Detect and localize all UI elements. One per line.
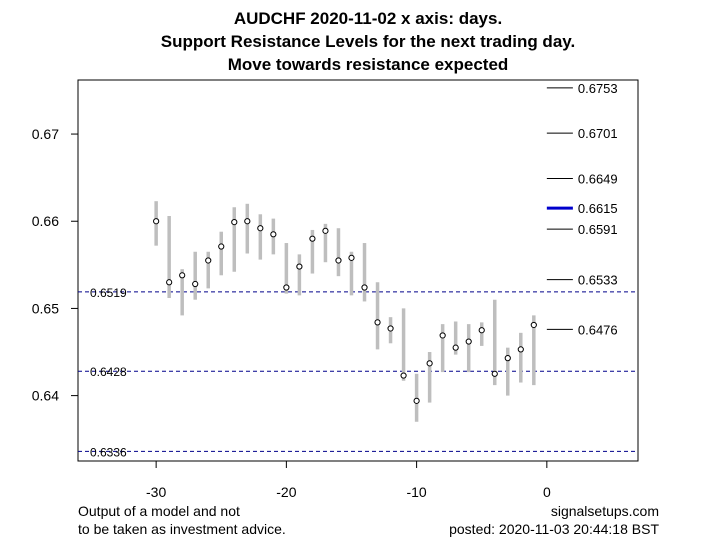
close-point xyxy=(439,332,446,339)
close-point xyxy=(452,344,459,351)
close-point xyxy=(322,227,329,234)
level-label: 0.6533 xyxy=(578,273,618,288)
close-point xyxy=(218,243,225,250)
close-point xyxy=(348,254,355,261)
title-line-2: Support Resistance Levels for the next t… xyxy=(161,32,575,51)
close-point xyxy=(504,355,511,362)
close-point xyxy=(426,360,433,367)
close-point xyxy=(309,235,316,242)
level-label: 0.6753 xyxy=(578,81,618,96)
level-label: 0.6649 xyxy=(578,172,618,187)
level-label: 0.6476 xyxy=(578,322,618,337)
close-point xyxy=(413,397,420,404)
x-tick-label: -10 xyxy=(406,484,426,500)
support-line-label: 0.6336 xyxy=(90,445,127,459)
y-tick-label: 0.65 xyxy=(32,300,59,316)
close-point xyxy=(465,338,472,345)
close-point xyxy=(491,370,498,377)
close-point xyxy=(179,272,186,279)
close-point xyxy=(400,372,407,379)
axes: -30 -20 -10 0 0.64 0.65 0.66 0.67 xyxy=(32,126,551,500)
resistance-levels: 0.6753 0.6701 0.6649 0.6615 0.6591 0.6533 0.64… xyxy=(546,81,618,337)
close-point xyxy=(335,257,342,264)
close-point xyxy=(205,257,212,264)
support-lines: 0.6519 0.6428 0.6336 xyxy=(78,286,638,459)
close-point xyxy=(244,218,251,225)
close-point xyxy=(478,327,485,334)
close-point xyxy=(361,284,368,291)
x-tick-label: -30 xyxy=(146,484,166,500)
close-point xyxy=(257,225,264,232)
source-info: signalsetups.com posted: 2020-11-03 20:4… xyxy=(449,502,659,538)
close-point xyxy=(517,346,524,353)
level-label: 0.6615 xyxy=(578,201,618,216)
support-line-label: 0.6519 xyxy=(90,286,127,300)
close-point xyxy=(231,219,238,226)
range-bars xyxy=(153,201,537,422)
close-point xyxy=(296,263,303,270)
close-point xyxy=(530,321,537,329)
posted-timestamp: posted: 2020-11-03 20:44:18 BST xyxy=(449,521,659,537)
chart-title: AUDCHF 2020-11-02 x axis: days. Support … xyxy=(161,9,575,74)
level-label: 0.6591 xyxy=(578,222,618,237)
plot-frame xyxy=(77,79,639,462)
close-point xyxy=(283,284,290,291)
source-site: signalsetups.com xyxy=(550,503,659,519)
x-tick-label: 0 xyxy=(543,484,551,500)
y-tick-label: 0.64 xyxy=(32,388,59,404)
y-tick-label: 0.67 xyxy=(32,126,59,142)
title-line-1: AUDCHF 2020-11-02 x axis: days. xyxy=(234,9,502,28)
close-point xyxy=(192,280,199,288)
close-point xyxy=(374,319,381,326)
x-tick-label: -20 xyxy=(276,484,296,500)
close-point xyxy=(153,218,160,225)
close-point xyxy=(166,279,173,286)
title-line-3: Move towards resistance expected xyxy=(228,55,509,74)
disclaimer-line-1: Output of a model and not xyxy=(78,503,240,519)
level-label: 0.6701 xyxy=(578,126,618,141)
close-point xyxy=(387,325,394,332)
disclaimer: Output of a model and not to be taken as… xyxy=(78,502,286,538)
support-line-label: 0.6428 xyxy=(90,365,127,379)
disclaimer-line-2: to be taken as investment advice. xyxy=(78,521,286,537)
close-point xyxy=(270,231,277,238)
y-tick-label: 0.66 xyxy=(32,213,59,229)
